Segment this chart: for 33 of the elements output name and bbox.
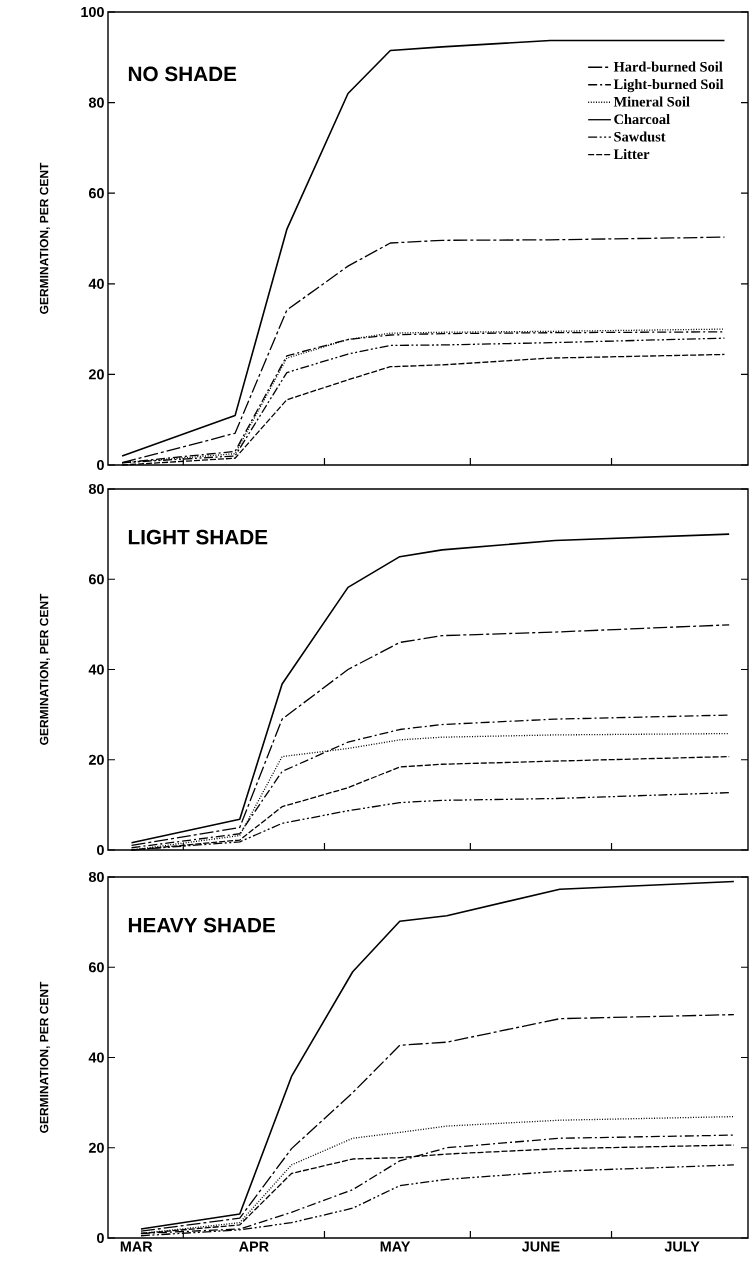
legend-label: Litter [613, 148, 650, 160]
y-tick-label: 40 [88, 1052, 104, 1063]
y-tick-label: 60 [88, 574, 104, 585]
y-axis-title: GERMINATION, PER CENT [39, 981, 51, 1133]
y-tick-label: 0 [97, 1232, 104, 1244]
y-tick-label: 80 [88, 871, 104, 883]
y-tick-label: 40 [88, 664, 104, 675]
x-tick-label: APR [239, 1241, 269, 1252]
y-tick-label: 60 [88, 188, 104, 199]
legend-label: Charcoal [614, 113, 670, 125]
y-tick-label: 20 [88, 369, 104, 380]
y-tick-label: 60 [88, 962, 104, 973]
y-tick-label: 20 [88, 754, 104, 765]
x-tick-label: MAR [120, 1241, 153, 1252]
x-tick-label: JUNE [521, 1241, 560, 1252]
y-tick-label: 20 [88, 1142, 104, 1153]
legend-label: Hard-burned Soil [613, 61, 723, 72]
text: NO SHADE [128, 66, 237, 82]
x-tick-label: JULY [664, 1241, 700, 1252]
legend-label: Mineral Soil [613, 96, 690, 107]
x-tick-label: MAY [380, 1241, 411, 1252]
y-tick-label: 40 [88, 278, 104, 289]
y-tick-label: 100 [81, 6, 104, 18]
legend-label: Light-burned Soil [613, 78, 724, 93]
y-tick-label: 0 [97, 844, 104, 856]
y-tick-label: 80 [88, 97, 104, 108]
y-axis-title: GERMINATION, PER CENT [39, 162, 51, 314]
text: LIGHT SHADE [128, 529, 268, 545]
y-tick-label: 0 [97, 459, 104, 471]
y-tick-label: 80 [88, 483, 104, 495]
legend-label: Sawdust [614, 131, 666, 142]
text: HEAVY SHADE [128, 917, 275, 933]
y-axis-title: GERMINATION, PER CENT [39, 593, 51, 745]
